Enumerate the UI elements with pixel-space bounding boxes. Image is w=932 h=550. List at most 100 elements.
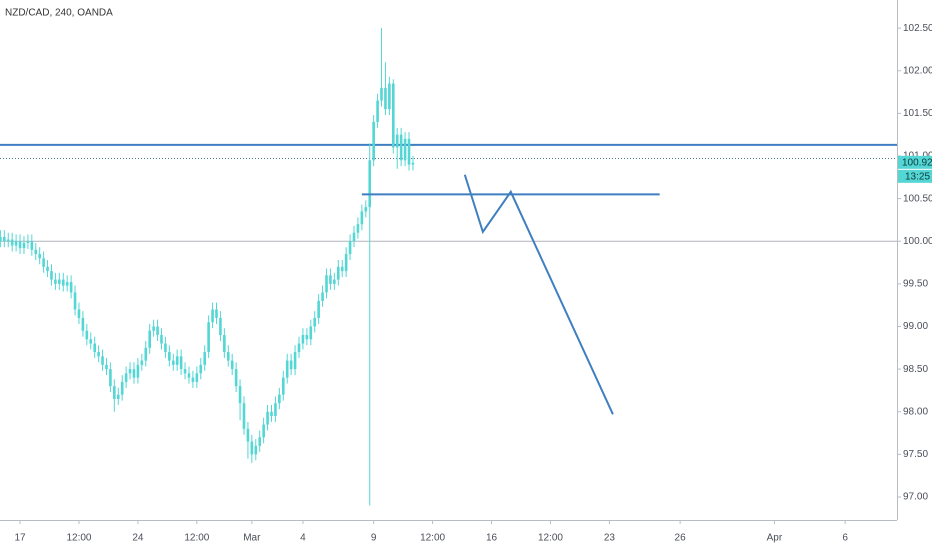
candle-body <box>281 377 285 395</box>
candle-body <box>113 386 116 399</box>
candle-body <box>132 369 136 378</box>
candle-body <box>289 360 293 370</box>
candle-body <box>77 309 81 318</box>
candle-body <box>187 373 191 378</box>
candle-body <box>109 369 112 387</box>
y-tick-label: 99.00 <box>903 321 928 332</box>
candle-body <box>14 241 18 246</box>
candle-body <box>73 292 77 310</box>
candle-body <box>317 300 320 318</box>
candle-body <box>403 138 407 161</box>
candle-body <box>30 241 34 250</box>
candle-body <box>407 138 411 165</box>
x-tick-label: 17 <box>14 533 26 544</box>
candle-body <box>333 279 336 284</box>
candle-body <box>223 335 226 353</box>
candle-body <box>399 134 403 161</box>
candle-body <box>325 275 328 293</box>
candle-body <box>168 352 171 361</box>
candle-body <box>144 347 148 361</box>
candle-body <box>230 360 234 370</box>
candle-body <box>340 266 344 272</box>
candle-body <box>18 241 22 249</box>
candle-body <box>69 282 73 293</box>
last-price-label: 100.92 <box>902 157 932 168</box>
candle-body <box>50 271 53 280</box>
candle-body <box>85 330 89 340</box>
candle-body <box>199 364 203 374</box>
candle-body <box>309 326 313 340</box>
candle-body <box>3 236 6 242</box>
candle-body <box>93 343 96 353</box>
candle-body <box>156 326 159 336</box>
x-tick-label: Mar <box>243 533 261 544</box>
candle-body <box>58 279 61 284</box>
candle-body <box>191 377 195 382</box>
x-tick-label: 12:00 <box>184 533 209 544</box>
candle-body <box>140 360 144 365</box>
candle-body <box>352 232 356 242</box>
x-tick-label: 16 <box>486 533 498 544</box>
candle-body <box>215 309 218 318</box>
candle-body <box>376 100 379 122</box>
x-tick-label: Apr <box>767 533 783 544</box>
candle-body <box>391 83 395 148</box>
candle-body <box>26 241 30 243</box>
countdown-box <box>898 169 932 183</box>
candle-body <box>238 386 242 404</box>
candle-body <box>285 360 289 378</box>
candle-body <box>246 428 250 442</box>
candle-body <box>278 394 281 404</box>
candle-body <box>148 330 151 348</box>
candle-body <box>329 275 332 284</box>
candle-body <box>81 317 85 331</box>
candle-body <box>395 134 399 148</box>
candle-body <box>22 242 26 249</box>
candle-body <box>105 364 108 370</box>
x-tick-label: 4 <box>300 533 306 544</box>
y-tick-label: 98.50 <box>903 364 928 375</box>
candle-body <box>54 279 57 284</box>
x-tick-label: 24 <box>132 533 144 544</box>
candle-body <box>293 352 297 370</box>
candle-body <box>195 373 199 382</box>
candle-body <box>38 254 41 259</box>
candle-body <box>364 207 368 212</box>
y-tick-label: 97.00 <box>903 492 928 503</box>
candle-body <box>258 437 262 446</box>
candle-body <box>270 411 273 416</box>
candle-body <box>152 326 155 331</box>
candle-body <box>6 239 10 242</box>
candle-body <box>211 309 214 323</box>
candle-body <box>203 352 207 365</box>
candle-body <box>116 394 120 399</box>
y-tick-label: 100.00 <box>903 236 932 247</box>
candle-body <box>344 254 348 272</box>
chart-title: NZD/CAD, 240, OANDA <box>5 8 113 19</box>
candle-body <box>372 121 375 161</box>
x-tick-label: 12:00 <box>538 533 563 544</box>
candle-body <box>226 352 230 361</box>
y-tick-label: 98.00 <box>903 406 928 417</box>
candle-body <box>234 369 238 387</box>
candle-body <box>368 160 372 208</box>
candle-body <box>388 83 391 110</box>
candle-body <box>254 445 258 455</box>
candle-body <box>262 424 265 438</box>
candle-body <box>242 403 246 429</box>
y-tick-label: 100.50 <box>903 193 932 204</box>
candle-body <box>179 356 183 370</box>
candle-body <box>336 266 340 280</box>
trend-drawing <box>463 174 614 415</box>
candle-body <box>136 364 140 378</box>
candle-body <box>250 441 254 455</box>
candle-body <box>124 373 128 382</box>
candle-body <box>305 335 309 340</box>
candle-body <box>348 241 352 255</box>
y-tick-label: 102.00 <box>903 65 932 76</box>
candle-body <box>207 322 210 353</box>
candle-body <box>266 411 269 425</box>
candle-body <box>356 224 360 233</box>
